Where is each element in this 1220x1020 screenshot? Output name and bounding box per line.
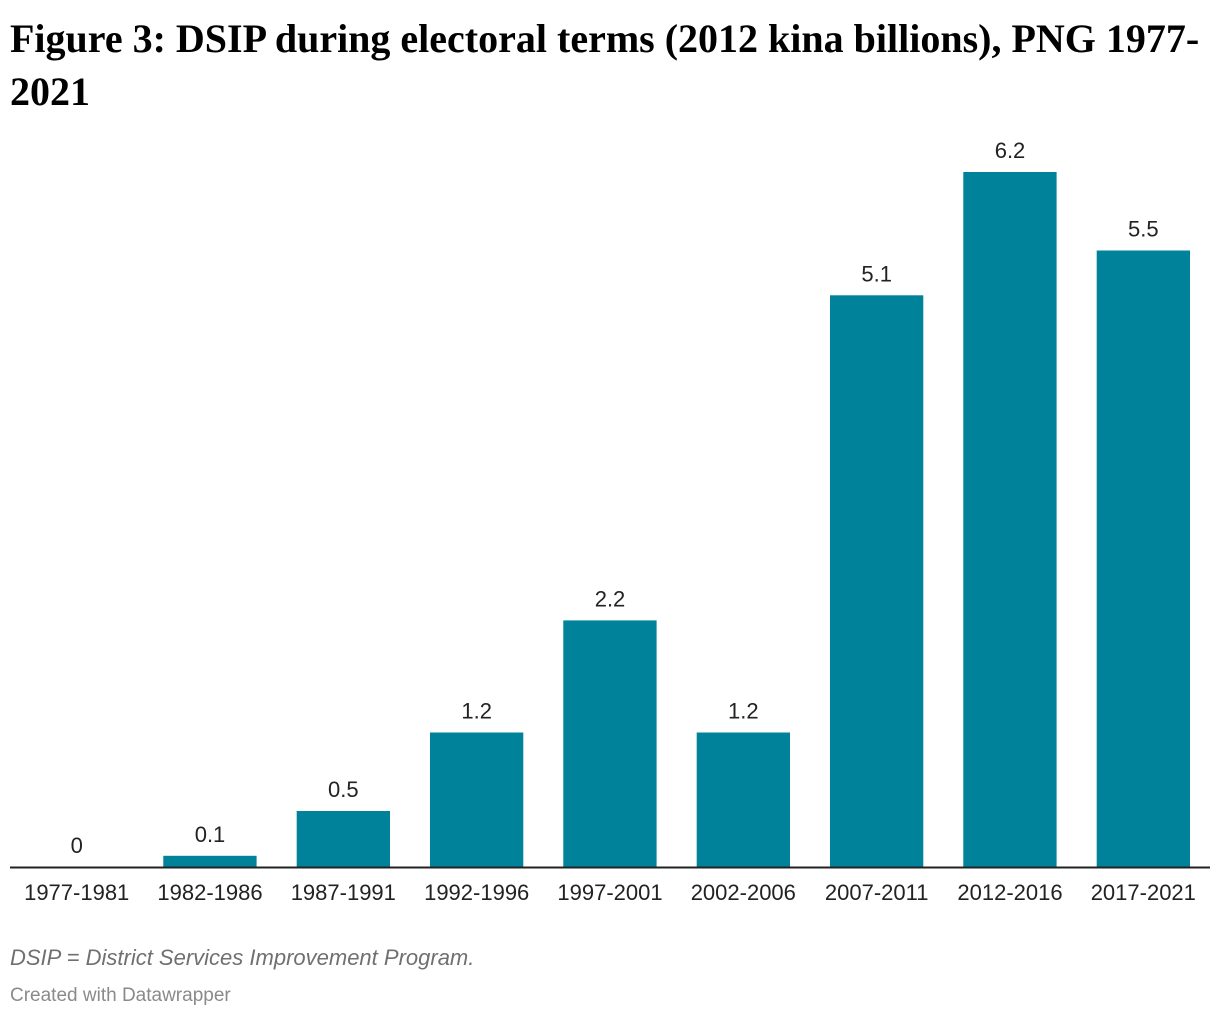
x-tick-label: 1982-1986	[157, 880, 262, 905]
x-tick-label: 2017-2021	[1091, 880, 1196, 905]
value-label: 1.2	[728, 699, 759, 724]
bar-1997-2001	[563, 620, 657, 867]
x-tick-label: 1987-1991	[291, 880, 396, 905]
x-tick-label: 2012-2016	[957, 880, 1062, 905]
x-tick-label: 1992-1996	[424, 880, 529, 905]
x-tick-label: 2007-2011	[825, 880, 929, 905]
x-tick-label: 2002-2006	[691, 880, 796, 905]
value-label: 2.2	[595, 586, 626, 611]
bar-chart: 0 1977-1981 0.1 1982-1986 0.5 1987-1991 1.2 199…	[10, 138, 1210, 905]
value-label: 6.2	[995, 138, 1026, 163]
bar-2012-2016	[963, 172, 1057, 867]
value-label: 5.5	[1128, 217, 1159, 242]
bar-1982-1986	[163, 855, 257, 867]
bar-1992-1996	[430, 732, 524, 867]
bar-2007-2011	[830, 295, 924, 867]
value-label: 0.1	[195, 822, 226, 847]
chart-credit: Created with Datawrapper	[10, 985, 231, 1006]
value-label: 1.2	[461, 699, 492, 724]
bar-2002-2006	[696, 732, 790, 867]
chart-note: DSIP = District Services Improvement Pro…	[10, 945, 475, 970]
value-label: 0	[71, 833, 83, 858]
chart-title: Figure 3: DSIP during electoral terms (2…	[10, 16, 1200, 114]
value-label: 0.5	[328, 777, 359, 802]
value-label: 5.1	[861, 261, 892, 286]
x-tick-label: 1977-1981	[24, 880, 129, 905]
x-tick-label: 1997-2001	[557, 880, 662, 905]
bar-2017-2021	[1096, 250, 1190, 867]
bar-1987-1991	[296, 811, 390, 867]
